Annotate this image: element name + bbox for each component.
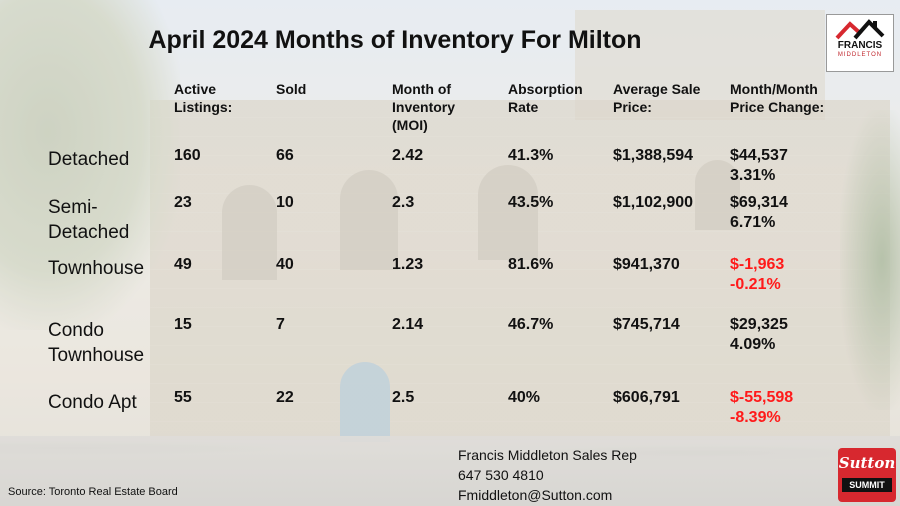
house-roof-icon (835, 19, 885, 40)
cell-avg-price: $1,388,594 (613, 147, 694, 164)
background-window (478, 165, 538, 260)
header-average-sale-price: Average Sale Price: (613, 81, 701, 115)
cell-sold: 40 (276, 256, 294, 273)
row-label-townhouse: Townhouse (48, 258, 145, 279)
cell-sold: 7 (276, 316, 285, 333)
cell-moi: 2.14 (392, 316, 424, 333)
header-price-change: Month/Month Price Change: (730, 81, 825, 115)
contact-block: Francis Middleton Sales Rep 647 530 4810… (458, 445, 637, 505)
cell-moi: 1.23 (392, 256, 424, 273)
cell-sold: 66 (276, 147, 294, 164)
cell-absorption: 41.3% (508, 147, 554, 164)
source-note: Source: Toronto Real Estate Board (8, 486, 178, 498)
row-label-detached: Detached (48, 149, 130, 170)
background-tree (840, 110, 900, 410)
cell-moi: 2.5 (392, 389, 415, 406)
header-active-listings: Active Listings: (174, 81, 233, 115)
contact-email: Fmiddleton@Sutton.com (458, 487, 613, 503)
cell-absorption: 46.7% (508, 316, 554, 333)
background-ground (0, 436, 900, 506)
background-window (695, 160, 740, 230)
cell-price-change: $29,325 4.09% (730, 316, 788, 353)
row-label-condo-apt: Condo Apt (48, 392, 137, 413)
background-window (340, 170, 398, 270)
header-sold: Sold (276, 81, 307, 97)
cell-sold: 22 (276, 389, 294, 406)
contact-phone: 647 530 4810 (458, 467, 544, 483)
cell-avg-price: $941,370 (613, 256, 680, 273)
cell-price-change: $44,537 3.31% (730, 147, 788, 184)
cell-absorption: 43.5% (508, 194, 554, 211)
sutton-summit-logo: Sutton SUMMIT (838, 448, 896, 502)
cell-active: 55 (174, 389, 192, 406)
cell-absorption: 81.6% (508, 256, 554, 273)
cell-sold: 10 (276, 194, 294, 211)
row-label-semi-detached: Semi- Detached (48, 197, 130, 243)
summit-wordmark: SUMMIT (842, 478, 892, 492)
cell-active: 15 (174, 316, 192, 333)
cell-price-change-negative: $-55,598 -8.39% (730, 389, 794, 426)
cell-moi: 2.42 (392, 147, 424, 164)
logo-subname: MIDDLETON (837, 52, 883, 58)
cell-absorption: 40% (508, 389, 541, 406)
francis-middleton-logo: FRANCIS MIDDLETON (826, 14, 894, 72)
background-tree (0, 0, 180, 330)
row-label-condo-townhouse: Condo Townhouse (48, 320, 145, 366)
cell-moi: 2.3 (392, 194, 415, 211)
cell-active: 160 (174, 147, 201, 164)
header-absorption-rate: Absorption Rate (508, 81, 583, 115)
cell-active: 49 (174, 256, 192, 273)
cell-price-change: $69,314 6.71% (730, 194, 788, 231)
contact-name: Francis Middleton Sales Rep (458, 447, 637, 463)
logo-name: FRANCIS (837, 40, 883, 51)
slide-title: April 2024 Months of Inventory For Milto… (148, 26, 642, 54)
sutton-wordmark: Sutton (838, 454, 896, 472)
background-window (222, 185, 277, 280)
cell-price-change-negative: $-1,963 -0.21% (730, 256, 785, 293)
cell-avg-price: $745,714 (613, 316, 680, 333)
cell-avg-price: $606,791 (613, 389, 680, 406)
cell-active: 23 (174, 194, 192, 211)
header-moi: Month of Inventory (MOI) (392, 81, 456, 133)
cell-avg-price: $1,102,900 (613, 194, 694, 211)
